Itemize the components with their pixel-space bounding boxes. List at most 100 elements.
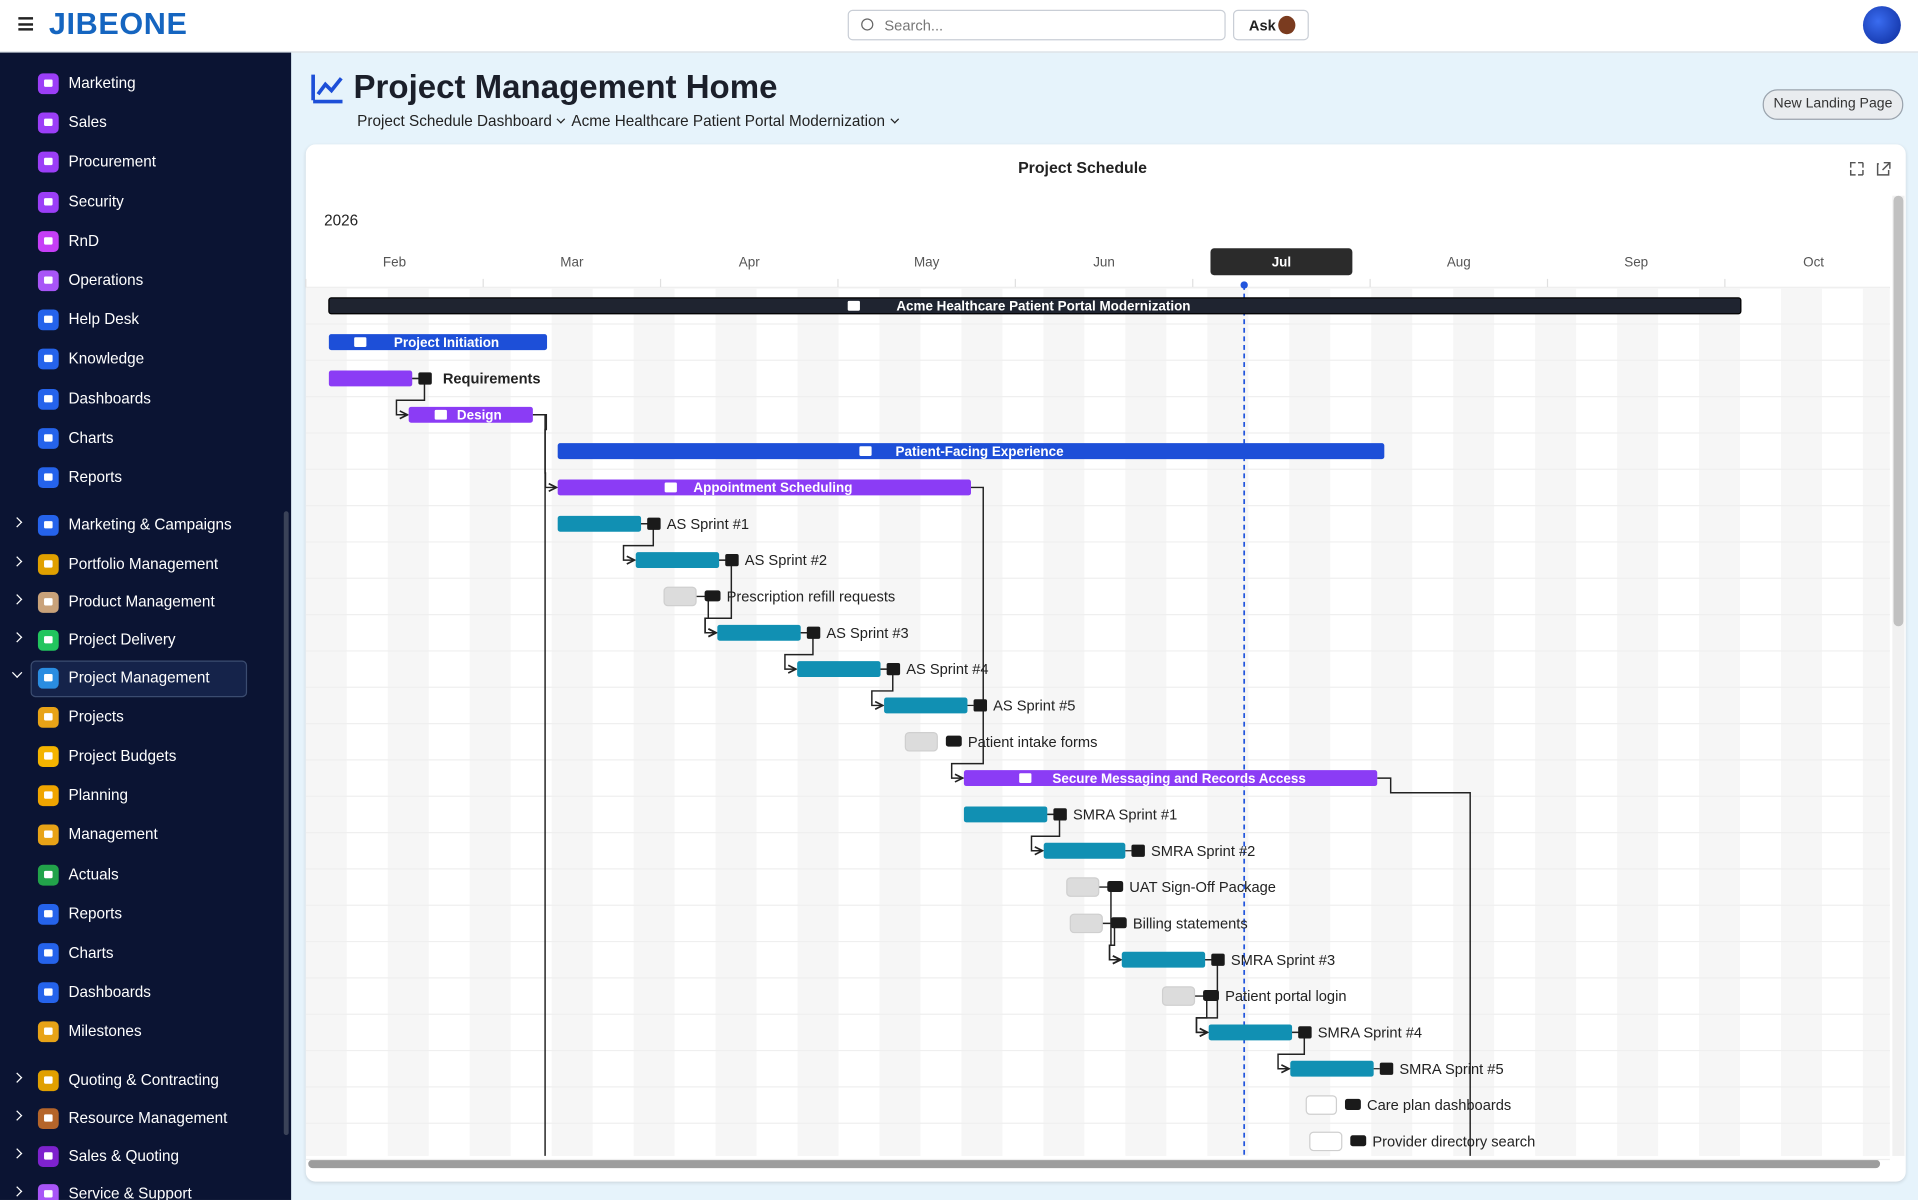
item-label: Knowledge [68, 350, 145, 368]
item-label: Reports [68, 904, 123, 922]
sidebar-item[interactable]: Planning [0, 779, 291, 811]
task-label: Provider directory search [1372, 1134, 1535, 1150]
bar-label: Acme Healthcare Patient Portal Moderniza… [896, 299, 1190, 314]
item-label: Marketing [68, 74, 136, 92]
sidebar-item[interactable]: Project Management [0, 661, 291, 698]
task-label: AS Sprint #5 [993, 699, 1075, 715]
sidebar-item[interactable]: Dashboards [0, 976, 291, 1008]
label-icon [1131, 844, 1145, 857]
v-scroll-thumb[interactable] [1893, 195, 1904, 627]
sprint-bar [635, 552, 720, 569]
sprint-bar [884, 697, 968, 714]
item-label: Project Delivery [68, 631, 176, 649]
sidebar-item[interactable]: Marketing & Campaigns [0, 509, 291, 541]
sprint-bar [1121, 951, 1206, 968]
fullscreen-icon[interactable] [1849, 161, 1864, 176]
menu-button[interactable] [18, 17, 34, 31]
sidebar-item[interactable]: Procurement [0, 146, 291, 178]
sidebar-item[interactable]: Portfolio Management [0, 547, 291, 579]
deliverable-bar [1309, 1131, 1343, 1152]
user-avatar[interactable] [1862, 6, 1901, 45]
h-scroll-thumb[interactable] [308, 1159, 1881, 1169]
bar-label: Secure Messaging and Records Access [1052, 771, 1305, 786]
sidebar-item[interactable]: Marketing [0, 67, 291, 99]
truck-icon [1344, 1098, 1361, 1110]
sidebar-item[interactable]: Quoting & Contracting [0, 1064, 291, 1096]
summary-bar [557, 443, 1385, 460]
popout-icon[interactable] [1876, 161, 1891, 176]
task-label: SMRA Sprint #4 [1318, 1025, 1422, 1041]
item-label: RnD [68, 232, 100, 250]
sprint-bar [557, 515, 642, 532]
item-label: Sales & Quoting [68, 1147, 180, 1165]
task-label: AS Sprint #4 [906, 662, 988, 678]
sidebar-item[interactable]: Resource Management [0, 1102, 291, 1134]
item-icon [37, 1069, 59, 1091]
sidebar-item[interactable]: Knowledge [0, 343, 291, 375]
item-label: Reports [68, 468, 123, 486]
item-label: Charts [68, 429, 114, 447]
task-label: Prescription refill requests [727, 590, 896, 606]
task-label: AS Sprint #1 [667, 517, 749, 533]
task-label: SMRA Sprint #5 [1399, 1062, 1503, 1078]
item-label: Portfolio Management [68, 554, 219, 572]
sidebar-item[interactable]: Dashboards [0, 382, 291, 414]
bar-label: Appointment Scheduling [693, 480, 852, 495]
sidebar-item[interactable]: Security [0, 185, 291, 217]
sidebar-item[interactable]: RnD [0, 225, 291, 257]
new-landing-page-button[interactable]: New Landing Page [1762, 89, 1904, 120]
sidebar-item[interactable]: Reports [0, 461, 291, 493]
sidebar-item[interactable]: Reports [0, 897, 291, 929]
sidebar-item[interactable]: Sales & Quoting [0, 1140, 291, 1172]
month-label: Mar [560, 255, 584, 270]
item-label: Projects [68, 707, 124, 725]
item-icon [37, 942, 59, 964]
item-icon [37, 467, 59, 489]
breadcrumb[interactable]: Acme Healthcare Patient Portal Moderniza… [571, 113, 899, 130]
sidebar-item[interactable]: Management [0, 819, 291, 851]
sidebar-item[interactable]: Charts [0, 422, 291, 454]
bar-label: Project Initiation [394, 335, 499, 350]
deliverable-bar [1305, 1095, 1338, 1115]
task-label: Requirements [443, 372, 541, 388]
search-box[interactable]: Search... [847, 9, 1226, 41]
label-icon [725, 553, 739, 567]
sidebar-item[interactable]: Product Management [0, 586, 291, 618]
month-label: Sep [1624, 255, 1648, 270]
truck-icon [704, 590, 721, 602]
top-bar: JIBEONE Search... Ask [0, 0, 1918, 53]
sidebar-item[interactable]: Sales [0, 107, 291, 139]
breadcrumb[interactable]: Project Schedule Dashboard [357, 113, 566, 130]
sidebar-item[interactable]: Actuals [0, 858, 291, 890]
sidebar-item[interactable]: Service & Support [0, 1178, 291, 1200]
sidebar-item[interactable]: Milestones [0, 1016, 291, 1048]
item-label: Marketing & Campaigns [68, 516, 232, 534]
task-label: AS Sprint #3 [826, 626, 908, 642]
item-icon [37, 1184, 59, 1200]
phase-bar [328, 370, 413, 387]
item-label: Product Management [68, 593, 215, 611]
item-label: Actuals [68, 865, 119, 883]
summary-bar [328, 334, 548, 351]
item-label: Project Management [68, 669, 210, 687]
year-label: 2026 [324, 212, 358, 229]
month-label: Jun [1093, 255, 1115, 270]
bar-icon [434, 409, 447, 420]
month-label: May [914, 255, 940, 270]
sidebar-item[interactable]: Help Desk [0, 304, 291, 336]
sidebar-item[interactable]: Operations [0, 264, 291, 296]
ask-button[interactable]: Ask [1232, 9, 1309, 41]
sidebar-item[interactable]: Charts [0, 937, 291, 969]
label-icon [647, 517, 661, 530]
project-bar [328, 297, 1742, 315]
sidebar-item[interactable]: Projects [0, 701, 291, 733]
sidebar-item[interactable]: Project Delivery [0, 624, 291, 656]
truck-icon [945, 735, 962, 747]
dependency-line [532, 414, 548, 1156]
item-label: Planning [68, 786, 129, 804]
page-title: Project Management Home [353, 68, 778, 106]
item-icon [37, 630, 59, 651]
sidebar-item[interactable]: Project Budgets [0, 740, 291, 772]
logo[interactable]: JIBEONE [48, 7, 188, 42]
